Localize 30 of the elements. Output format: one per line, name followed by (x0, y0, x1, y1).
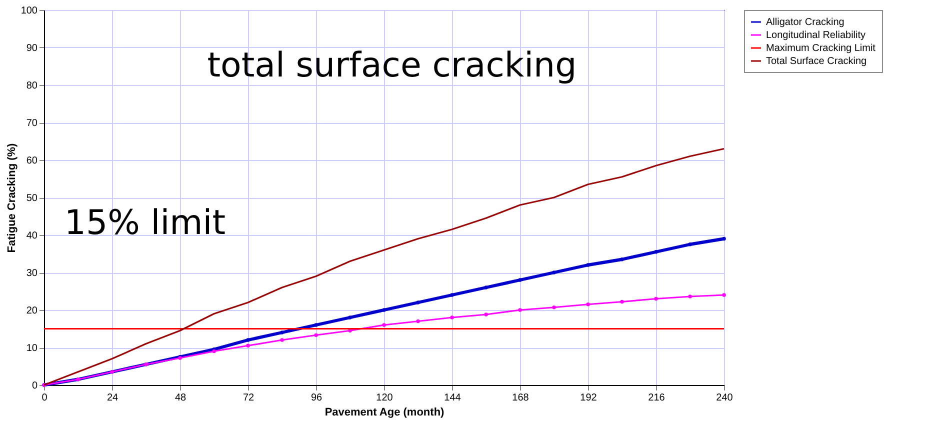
x-tick-label: 24 (106, 392, 118, 404)
y-tick-label: 10 (26, 343, 38, 354)
x-tick-label: 168 (512, 392, 530, 404)
legend-label: Total Surface Cracking (766, 56, 867, 67)
legend-label: Maximum Cracking Limit (766, 43, 876, 54)
legend-label: Longitudinal Reliability (766, 30, 866, 41)
y-tick-label: 100 (20, 6, 38, 16)
x-tick-label: 240 (716, 392, 734, 404)
x-tick-label: 216 (648, 392, 666, 404)
y-tick-label: 60 (26, 156, 38, 166)
x-axis-title: Pavement Age (month) (324, 406, 445, 418)
x-tick-label: 144 (444, 392, 462, 404)
y-tick-label: 90 (26, 43, 38, 54)
x-tick-label: 72 (242, 392, 254, 404)
y-axis-title: Fatigue Cracking (%) (6, 142, 18, 253)
y-tick-label: 40 (26, 230, 38, 242)
y-tick-label: 0 (32, 380, 38, 392)
x-tick-label: 48 (174, 392, 186, 404)
x-tick-label: 120 (376, 392, 394, 404)
x-tick-label: 192 (580, 392, 598, 404)
annotation: total surface cracking (207, 45, 577, 86)
legend-label: Alligator Cracking (766, 17, 844, 28)
y-tick-label: 70 (26, 118, 38, 129)
y-tick-label: 20 (26, 306, 38, 316)
x-tick-label: 0 (42, 392, 48, 404)
y-tick-label: 80 (26, 80, 38, 92)
y-tick-label: 30 (26, 268, 38, 279)
x-tick-label: 96 (310, 392, 322, 404)
y-tick-label: 50 (26, 193, 38, 204)
annotation: 15% limit (64, 202, 226, 243)
